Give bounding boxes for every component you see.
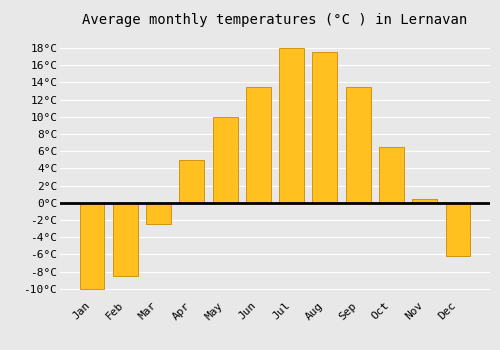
- Bar: [180, 160, 204, 203]
- Title: Average monthly temperatures (°C ) in Lernavan: Average monthly temperatures (°C ) in Le…: [82, 13, 468, 27]
- Bar: [279, 48, 304, 203]
- Bar: [246, 87, 271, 203]
- Bar: [412, 198, 437, 203]
- Bar: [212, 117, 238, 203]
- Bar: [312, 52, 338, 203]
- Bar: [80, 203, 104, 289]
- Bar: [379, 147, 404, 203]
- Bar: [113, 203, 138, 276]
- Bar: [446, 203, 470, 256]
- Bar: [346, 87, 370, 203]
- Bar: [146, 203, 171, 224]
